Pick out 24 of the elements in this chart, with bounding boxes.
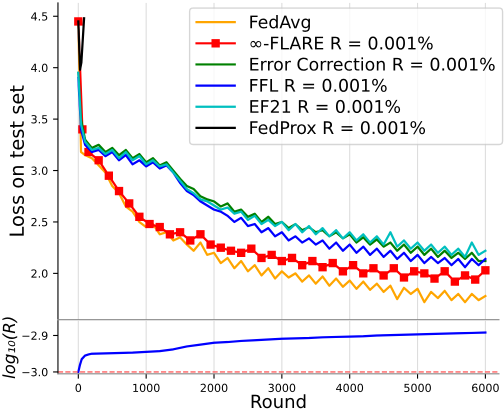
x-tick-label: 1000 [133,384,160,392]
y-axis-title: Loss on test set [10,86,24,236]
x-tick-label: 3000 [268,384,296,392]
x-tick-label: 2000 [200,384,228,392]
legend-label: ∞-FLARE R = 0.001% [250,36,433,50]
x-tick-label: 4000 [336,384,364,392]
legend-label: EF21 R = 0.001% [250,100,400,114]
x-axis-title: Round [252,394,306,408]
x-tick-label: 5000 [404,384,431,392]
y-tick-label: 3.5 [31,115,48,124]
y-tick-label: 2.0 [31,269,48,278]
y-tick-label: 3.0 [31,166,48,175]
legend-label: FFL R = 0.001% [250,78,387,92]
y-tick-label: 4.5 [31,12,48,21]
y-axis-title: log₁₀(R) [2,317,18,378]
legend-label: FedAvg [250,15,310,32]
y-tick-label: −2.9 [22,331,48,340]
y-tick-label: 4.0 [31,64,48,72]
legend-label: FedProx R = 0.001% [250,120,426,134]
x-tick-label: 6000 [472,384,499,392]
y-tick-label: 2.5 [31,218,48,226]
legend-label: Error Correction R = 0.001% [250,57,495,71]
y-tick-label: −3.0 [22,368,48,376]
x-tick-label: 0 [76,384,82,392]
